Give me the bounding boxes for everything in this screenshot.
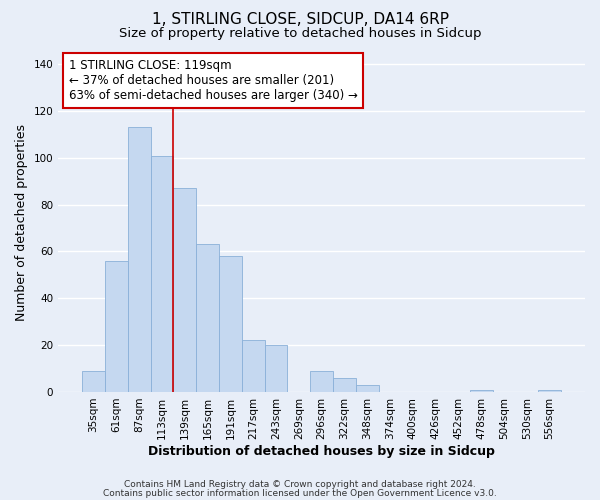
Bar [310, 371, 333, 392]
Text: 1 STIRLING CLOSE: 119sqm
← 37% of detached houses are smaller (201)
63% of semi-: 1 STIRLING CLOSE: 119sqm ← 37% of detach… [69, 60, 358, 102]
Bar [242, 340, 265, 392]
Y-axis label: Number of detached properties: Number of detached properties [15, 124, 28, 320]
Bar [105, 261, 128, 392]
Bar [151, 156, 173, 392]
Text: Contains public sector information licensed under the Open Government Licence v3: Contains public sector information licen… [103, 488, 497, 498]
Bar [538, 390, 561, 392]
Bar [333, 378, 356, 392]
Bar [82, 371, 105, 392]
X-axis label: Distribution of detached houses by size in Sidcup: Distribution of detached houses by size … [148, 444, 495, 458]
Text: Size of property relative to detached houses in Sidcup: Size of property relative to detached ho… [119, 28, 481, 40]
Bar [470, 390, 493, 392]
Bar [196, 244, 219, 392]
Text: Contains HM Land Registry data © Crown copyright and database right 2024.: Contains HM Land Registry data © Crown c… [124, 480, 476, 489]
Bar [356, 385, 379, 392]
Bar [173, 188, 196, 392]
Bar [128, 128, 151, 392]
Bar [219, 256, 242, 392]
Bar [265, 345, 287, 392]
Text: 1, STIRLING CLOSE, SIDCUP, DA14 6RP: 1, STIRLING CLOSE, SIDCUP, DA14 6RP [151, 12, 449, 28]
